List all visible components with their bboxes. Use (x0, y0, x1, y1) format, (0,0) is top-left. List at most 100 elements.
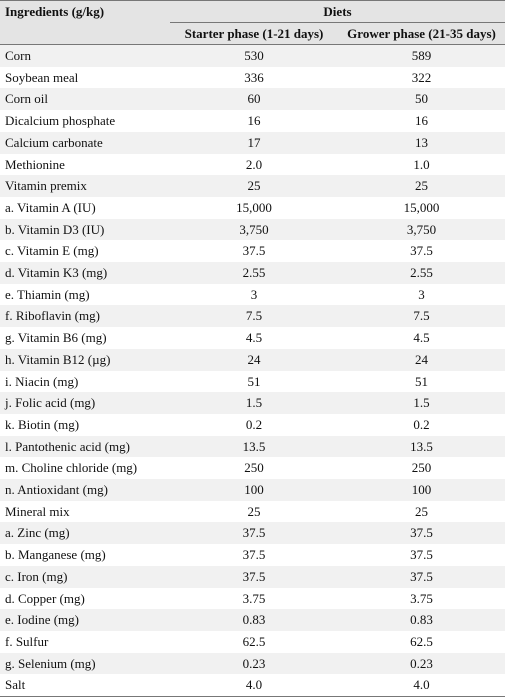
table-row: a. Vitamin A (IU) 15,000 15,000 (0, 197, 505, 219)
table-row: Vitamin premix 25 25 (0, 175, 505, 197)
ingredient-name: Salt (0, 674, 170, 697)
ingredient-amount: 322 (411, 69, 432, 85)
ingredient-name: b. Manganese (mg) (5, 547, 106, 563)
table-row: g. Vitamin B6 (mg) 4.5 4.5 (0, 327, 505, 349)
ingredient-amount: 37.5 (170, 565, 338, 588)
ingredient-name: j. Folic acid (mg) (0, 392, 170, 414)
ingredient-name: c. Iron (mg) (0, 565, 170, 588)
table-row: a. Zinc (mg) 37.5 37.5 (0, 522, 505, 545)
ingredient-name: d. Copper (mg) (5, 590, 85, 606)
table-header: Ingredients (g/kg) Diets Starter phase (… (0, 0, 505, 45)
ingredient-amount: 7.5 (170, 305, 338, 328)
column-header: Starter phase (1-21 days) (170, 22, 338, 45)
ingredient-name: d. Vitamin K3 (mg) (0, 262, 170, 284)
ingredient-name: n. Antioxidant (mg) (0, 479, 170, 501)
ingredient-amount: 37.5 (410, 243, 433, 259)
ingredient-amount: 250 (411, 460, 432, 476)
ingredient-amount: 15,000 (403, 199, 440, 215)
table-row: c. Iron (mg) 37.5 37.5 (0, 565, 505, 588)
table-row: m. Choline chloride (mg) 250 250 (0, 457, 505, 479)
ingredient-amount: 0.83 (338, 609, 505, 631)
ingredient-name: h. Vitamin B12 (µg) (0, 348, 170, 371)
table-row: d. Copper (mg) 3.75 3.75 (0, 588, 505, 610)
ingredient-amount: 25 (415, 503, 428, 519)
ingredient-amount: 17 (170, 131, 338, 154)
ingredient-amount: 60 (170, 88, 338, 111)
table-row: Corn 530 589 (0, 44, 505, 67)
ingredient-amount: 1.5 (170, 392, 338, 414)
table-row: Corn oil 60 50 (0, 88, 505, 111)
ingredient-amount: 50 (338, 88, 505, 111)
ingredient-amount: 37.5 (242, 547, 266, 563)
ingredient-name: Methionine (5, 156, 65, 172)
ingredient-amount: 2.0 (245, 156, 263, 172)
ingredient-name: Vitamin premix (0, 175, 170, 197)
ingredient-amount: 62.5 (242, 633, 266, 649)
ingredient-amount: 1.0 (413, 156, 430, 172)
ingredient-amount: 4.5 (413, 330, 430, 346)
ingredient-amount: 100 (338, 479, 505, 501)
ingredient-amount: 3,750 (170, 218, 338, 241)
ingredient-name: g. Vitamin B6 (mg) (5, 330, 107, 346)
ingredient-amount: 2.55 (338, 262, 505, 284)
ingredient-amount: 37.5 (242, 243, 266, 259)
ingredient-amount: 3,750 (338, 218, 505, 241)
ingredient-amount: 3 (418, 286, 425, 302)
ingredient-amount: 0.83 (170, 609, 338, 631)
ingredient-name: a. Vitamin A (IU) (5, 199, 96, 215)
ingredient-amount: 0.23 (338, 652, 505, 675)
ingredient-amount: 25 (338, 175, 505, 197)
table-row: c. Vitamin E (mg) 37.5 37.5 (0, 240, 505, 262)
table-row: i. Niacin (mg) 51 51 (0, 371, 505, 393)
ingredient-amount: 13 (338, 131, 505, 154)
ingredient-amount: 16 (247, 113, 261, 129)
ingredient-name: k. Biotin (mg) (5, 416, 80, 432)
table-row: h. Vitamin B12 (µg) 24 24 (0, 348, 505, 371)
ingredient-amount: 24 (170, 348, 338, 371)
ingredient-amount: 4.0 (170, 674, 338, 697)
table-row: Salt 4.0 4.0 (0, 674, 505, 697)
ingredient-amount: 37.5 (170, 522, 338, 545)
ingredient-name: f. Sulfur (5, 633, 49, 649)
ingredient-amount: 16 (415, 113, 428, 129)
ingredient-name: e. Thiamin (mg) (5, 286, 90, 302)
ingredient-amount: 2.55 (170, 262, 338, 284)
ingredient-name: a. Zinc (mg) (0, 522, 170, 545)
ingredient-amount: 589 (338, 44, 505, 67)
ingredient-amount: 1.5 (338, 392, 505, 414)
table-row: d. Vitamin K3 (mg) 2.55 2.55 (0, 262, 505, 284)
ingredient-name: Corn (0, 44, 170, 67)
ingredient-name: Dicalcium phosphate (5, 113, 116, 129)
ingredient-amount: 336 (244, 69, 264, 85)
table-row: g. Selenium (mg) 0.23 0.23 (0, 652, 505, 675)
table-row: Calcium carbonate 17 13 (0, 131, 505, 154)
ingredient-name: f. Riboflavin (mg) (0, 305, 170, 328)
ingredients-header: Ingredients (g/kg) (0, 0, 170, 45)
table-row: j. Folic acid (mg) 1.5 1.5 (0, 392, 505, 414)
table-row: n. Antioxidant (mg) 100 100 (0, 479, 505, 501)
column-header: Grower phase (21-35 days) (338, 22, 505, 45)
table-row: Dicalcium phosphate 16 16 (0, 110, 505, 132)
ingredient-name: i. Niacin (mg) (5, 373, 79, 389)
ingredient-amount: 3 (250, 286, 258, 302)
table-row: f. Sulfur 62.5 62.5 (0, 631, 505, 653)
ingredient-amount: 51 (247, 373, 261, 389)
ingredient-name: g. Selenium (mg) (0, 652, 170, 675)
ingredient-name: Calcium carbonate (0, 131, 170, 154)
ingredient-amount: 37.5 (338, 565, 505, 588)
table-row: b. Manganese (mg) 37.5 37.5 (0, 544, 505, 566)
ingredient-amount: 13.5 (170, 435, 338, 458)
table-row: k. Biotin (mg) 0.2 0.2 (0, 414, 505, 436)
ingredient-amount: 51 (415, 373, 428, 389)
ingredient-name: b. Vitamin D3 (IU) (0, 218, 170, 241)
ingredient-name: c. Vitamin E (mg) (5, 243, 99, 259)
ingredient-amount: 0.2 (245, 416, 263, 432)
ingredient-amount: 250 (244, 460, 264, 476)
ingredient-amount: 4.0 (338, 674, 505, 697)
ingredient-name: l. Pantothenic acid (mg) (0, 435, 170, 458)
table-row: Mineral mix 25 25 (0, 501, 505, 523)
table-row: f. Riboflavin (mg) 7.5 7.5 (0, 305, 505, 328)
ingredient-amount: 3.75 (410, 590, 433, 606)
